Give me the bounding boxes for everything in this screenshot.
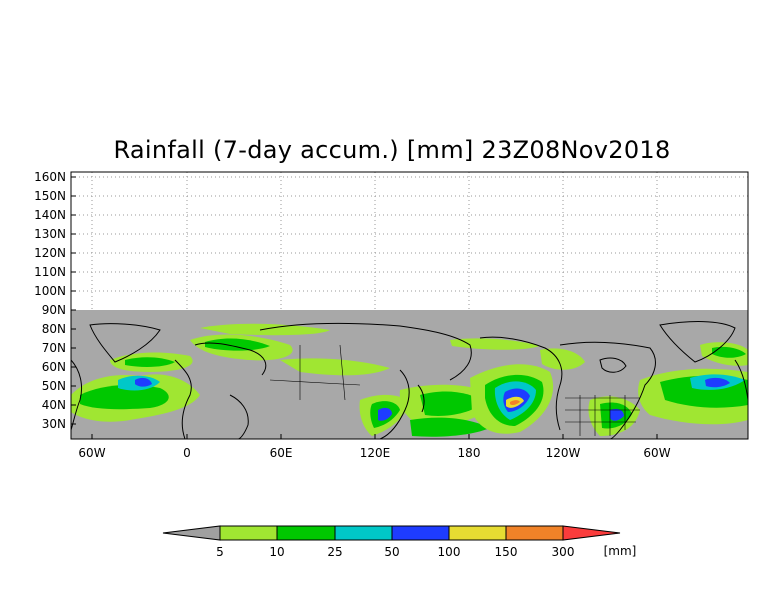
rain-patch-eastern-us-heavy (610, 408, 624, 421)
rain-patch-west-pacific-core (420, 391, 485, 416)
latitude-ticks (71, 176, 76, 425)
rain-patch-tropical-pacific (410, 417, 490, 437)
coastlines (71, 321, 748, 439)
rain-patch-arctic-ocean (450, 338, 540, 350)
colorbar-label-5: 5 (216, 545, 224, 559)
political-boundaries (269, 344, 640, 436)
latitude-labels: 160N 150N 140N 130N 120N 110N 100N 90N 8… (34, 170, 66, 431)
colorbar-label-150: 150 (495, 545, 518, 559)
colorbar-bin-150-300 (505, 525, 564, 541)
map-title: Rainfall (7-day accum.) [mm] 23Z08Nov201… (113, 136, 671, 164)
colorbar-below-triangle (162, 525, 221, 541)
grid-lines (71, 172, 748, 310)
lat-label-100n: 100N (34, 284, 66, 298)
colorbar-unit: [mm] (604, 544, 637, 558)
colorbar-bin-50-100 (391, 525, 450, 541)
rain-patch-siberia (280, 358, 390, 376)
colorbar-label-10: 10 (269, 545, 284, 559)
lat-label-120n: 120N (34, 246, 66, 260)
colorbar-label-100: 100 (438, 545, 461, 559)
colorbar-label-50: 50 (384, 545, 399, 559)
lat-label-60n: 60N (42, 360, 66, 374)
lat-label-40n: 40N (42, 398, 66, 412)
lon-label-60e: 60E (270, 446, 293, 460)
colorbar-bin-5-10 (219, 525, 278, 541)
lon-label-120e: 120E (360, 446, 391, 460)
lon-label-60w-left: 60W (78, 446, 105, 460)
rain-patch-atlantic-east-heavy (705, 377, 730, 388)
rain-patch-north-atlantic-core (125, 357, 175, 367)
lat-label-80n: 80N (42, 322, 66, 336)
lat-label-110n: 110N (34, 265, 66, 279)
lat-label-30n: 30N (42, 417, 66, 431)
rain-patch-europe-core (205, 338, 270, 351)
lat-label-70n: 70N (42, 341, 66, 355)
lat-label-160n: 160N (34, 170, 66, 184)
lat-label-130n: 130N (34, 227, 66, 241)
colorbar-bin-100-150 (448, 525, 507, 541)
lat-label-50n: 50N (42, 379, 66, 393)
colorbar-label-25: 25 (327, 545, 342, 559)
longitude-ticks (91, 434, 658, 439)
no-rain-area (71, 310, 748, 439)
lon-label-120w: 120W (546, 446, 581, 460)
lat-label-90n: 90N (42, 303, 66, 317)
colorbar: 5 10 25 50 100 150 300 [mm] (162, 525, 637, 559)
map-frame (70, 171, 749, 440)
colorbar-above-triangle (562, 525, 621, 541)
rain-patch-atlantic-west-core (80, 384, 169, 410)
lon-label-0: 0 (183, 446, 191, 460)
rain-patch-gulf-of-alaska (540, 348, 585, 370)
rain-patch-greenland-coast-core (712, 346, 746, 358)
lat-label-140n: 140N (34, 208, 66, 222)
lon-label-60w-right: 60W (643, 446, 670, 460)
lat-label-150n: 150N (34, 189, 66, 203)
rain-patch-north-pacific-extreme (510, 400, 520, 406)
rainfall-field (71, 310, 748, 439)
lon-label-180: 180 (458, 446, 481, 460)
rain-patch-atlantic-west-heavy (135, 377, 152, 387)
longitude-labels: 60W 0 60E 120E 180 120W 60W (78, 446, 670, 460)
colorbar-bin-25-50 (334, 525, 393, 541)
colorbar-label-300: 300 (552, 545, 575, 559)
colorbar-bin-10-25 (276, 525, 336, 541)
rain-patch-east-asia-heavy (378, 407, 392, 421)
